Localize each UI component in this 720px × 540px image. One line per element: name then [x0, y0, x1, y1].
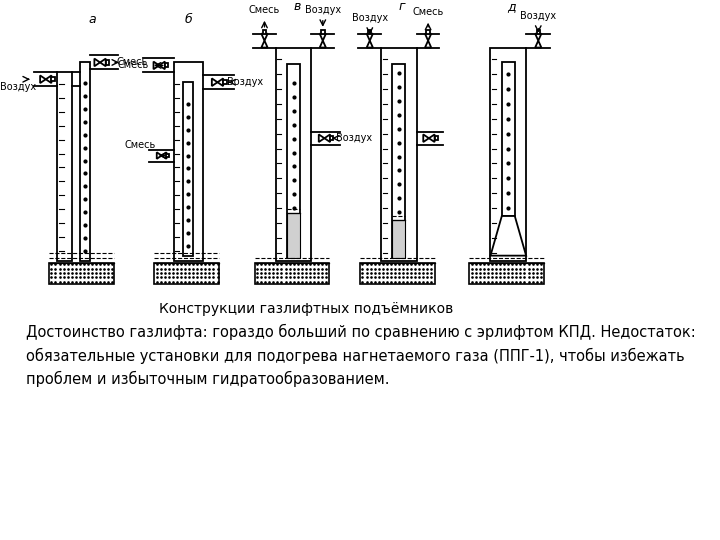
- Polygon shape: [159, 62, 165, 69]
- Bar: [165, 63, 168, 68]
- Bar: [435, 136, 438, 140]
- Polygon shape: [423, 134, 429, 142]
- Polygon shape: [161, 152, 166, 159]
- Polygon shape: [100, 59, 106, 66]
- Bar: [392, 64, 405, 258]
- Bar: [276, 48, 312, 261]
- Polygon shape: [425, 40, 431, 48]
- Polygon shape: [320, 40, 326, 48]
- Polygon shape: [46, 76, 51, 83]
- Bar: [49, 262, 114, 285]
- Bar: [360, 262, 435, 285]
- Bar: [426, 30, 430, 33]
- Bar: [174, 63, 203, 261]
- Polygon shape: [366, 40, 373, 48]
- Text: Смесь: Смесь: [117, 57, 148, 68]
- Polygon shape: [261, 33, 268, 40]
- Polygon shape: [490, 216, 526, 255]
- Text: г: г: [399, 1, 405, 14]
- Text: Достоинство газлифта: гораздо больший по сравнению с эрлифтом КПД. Недостаток:
о: Достоинство газлифта: гораздо больший по…: [25, 324, 696, 387]
- Bar: [106, 60, 109, 64]
- Bar: [255, 262, 329, 285]
- Polygon shape: [153, 62, 159, 69]
- Bar: [51, 77, 55, 82]
- Bar: [490, 48, 526, 261]
- Bar: [381, 48, 417, 261]
- Bar: [223, 80, 227, 84]
- Bar: [287, 213, 300, 258]
- Text: а: а: [89, 14, 96, 26]
- Text: Воздух: Воздух: [305, 5, 341, 15]
- Bar: [536, 30, 540, 33]
- Polygon shape: [425, 33, 431, 40]
- Polygon shape: [40, 76, 46, 83]
- Bar: [184, 82, 193, 255]
- Text: в: в: [293, 1, 300, 14]
- Polygon shape: [325, 134, 330, 142]
- Text: д: д: [507, 1, 516, 14]
- Polygon shape: [429, 134, 435, 142]
- Polygon shape: [217, 78, 223, 86]
- Text: Конструкции газлифтных подъёмников: Конструкции газлифтных подъёмников: [158, 302, 453, 316]
- Polygon shape: [535, 40, 541, 48]
- Bar: [166, 154, 169, 157]
- Text: Смесь: Смесь: [249, 5, 280, 15]
- Bar: [287, 64, 300, 258]
- Text: Смесь: Смесь: [117, 60, 149, 70]
- Text: б: б: [184, 14, 192, 26]
- Polygon shape: [319, 134, 325, 142]
- Bar: [330, 136, 333, 140]
- Bar: [80, 63, 89, 261]
- Text: Воздух: Воздух: [0, 82, 36, 92]
- Text: Воздух: Воздух: [227, 77, 263, 87]
- Polygon shape: [535, 33, 541, 40]
- Bar: [154, 262, 219, 285]
- Polygon shape: [94, 59, 100, 66]
- Polygon shape: [366, 33, 373, 40]
- Text: Воздух: Воздух: [521, 11, 557, 21]
- Polygon shape: [157, 152, 161, 159]
- Polygon shape: [320, 33, 326, 40]
- Bar: [263, 30, 266, 33]
- Bar: [321, 30, 325, 33]
- Polygon shape: [261, 40, 268, 48]
- Polygon shape: [212, 78, 217, 86]
- Text: Смесь: Смесь: [413, 7, 444, 17]
- Bar: [392, 220, 405, 258]
- Text: Смесь: Смесь: [124, 140, 156, 150]
- Bar: [502, 63, 515, 216]
- Bar: [368, 30, 372, 33]
- Bar: [469, 262, 544, 285]
- Bar: [57, 72, 72, 261]
- Text: Воздух: Воздух: [352, 13, 388, 23]
- Text: Воздух: Воздух: [336, 133, 372, 143]
